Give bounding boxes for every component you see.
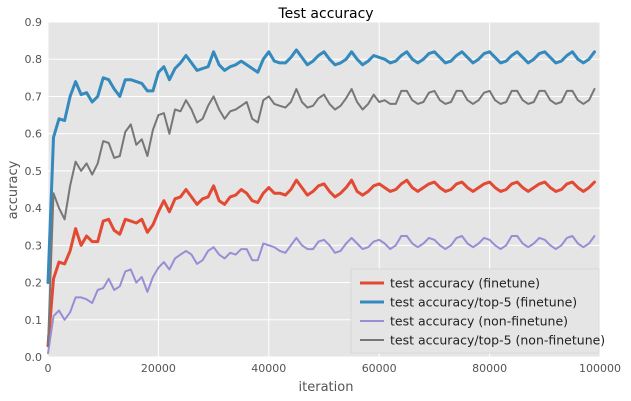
x-tick-label: 0 <box>45 362 52 375</box>
series-line-2 <box>46 48 596 285</box>
series-line-4 <box>47 88 596 347</box>
legend-label: test accuracy/top-5 (non-finetune) <box>390 333 605 348</box>
y-tick-label: 0.5 <box>25 165 43 178</box>
y-tick-label: 0.0 <box>25 351 43 364</box>
y-tick-label: 0.7 <box>25 90 43 103</box>
x-tick-label: 100000 <box>579 362 621 375</box>
series-line-1 <box>46 178 596 348</box>
y-tick-label: 0.1 <box>25 314 43 327</box>
legend-box <box>350 268 600 354</box>
x-axis-label: iteration <box>299 380 354 395</box>
y-axis-label: accuracy <box>6 160 21 219</box>
x-axis-ticks: 0 20000 40000 60000 80000 100000 <box>45 362 622 375</box>
y-tick-label: 0.6 <box>25 128 43 141</box>
legend-label: test accuracy (finetune) <box>390 276 540 291</box>
series-lines <box>46 48 596 355</box>
y-tick-label: 0.3 <box>25 239 43 252</box>
legend-label: test accuracy/top-5 (finetune) <box>390 295 577 310</box>
chart-title: Test accuracy <box>277 6 373 22</box>
legend-label: test accuracy (non-finetune) <box>390 314 568 329</box>
y-tick-label: 0.4 <box>25 202 43 215</box>
y-tick-label: 0.9 <box>25 16 43 29</box>
x-tick-label: 20000 <box>141 362 176 375</box>
y-tick-label: 0.8 <box>25 53 43 66</box>
y-tick-label: 0.2 <box>25 277 43 290</box>
x-tick-label: 80000 <box>472 362 507 375</box>
grid <box>47 21 601 358</box>
series-line-3 <box>47 235 596 355</box>
legend: test accuracy (finetune) test accuracy/to… <box>350 268 605 354</box>
y-axis-ticks: 0.0 0.1 0.2 0.3 0.4 0.5 0.6 0.7 0.8 0.9 <box>25 16 43 364</box>
x-tick-label: 40000 <box>251 362 286 375</box>
x-tick-label: 60000 <box>362 362 397 375</box>
